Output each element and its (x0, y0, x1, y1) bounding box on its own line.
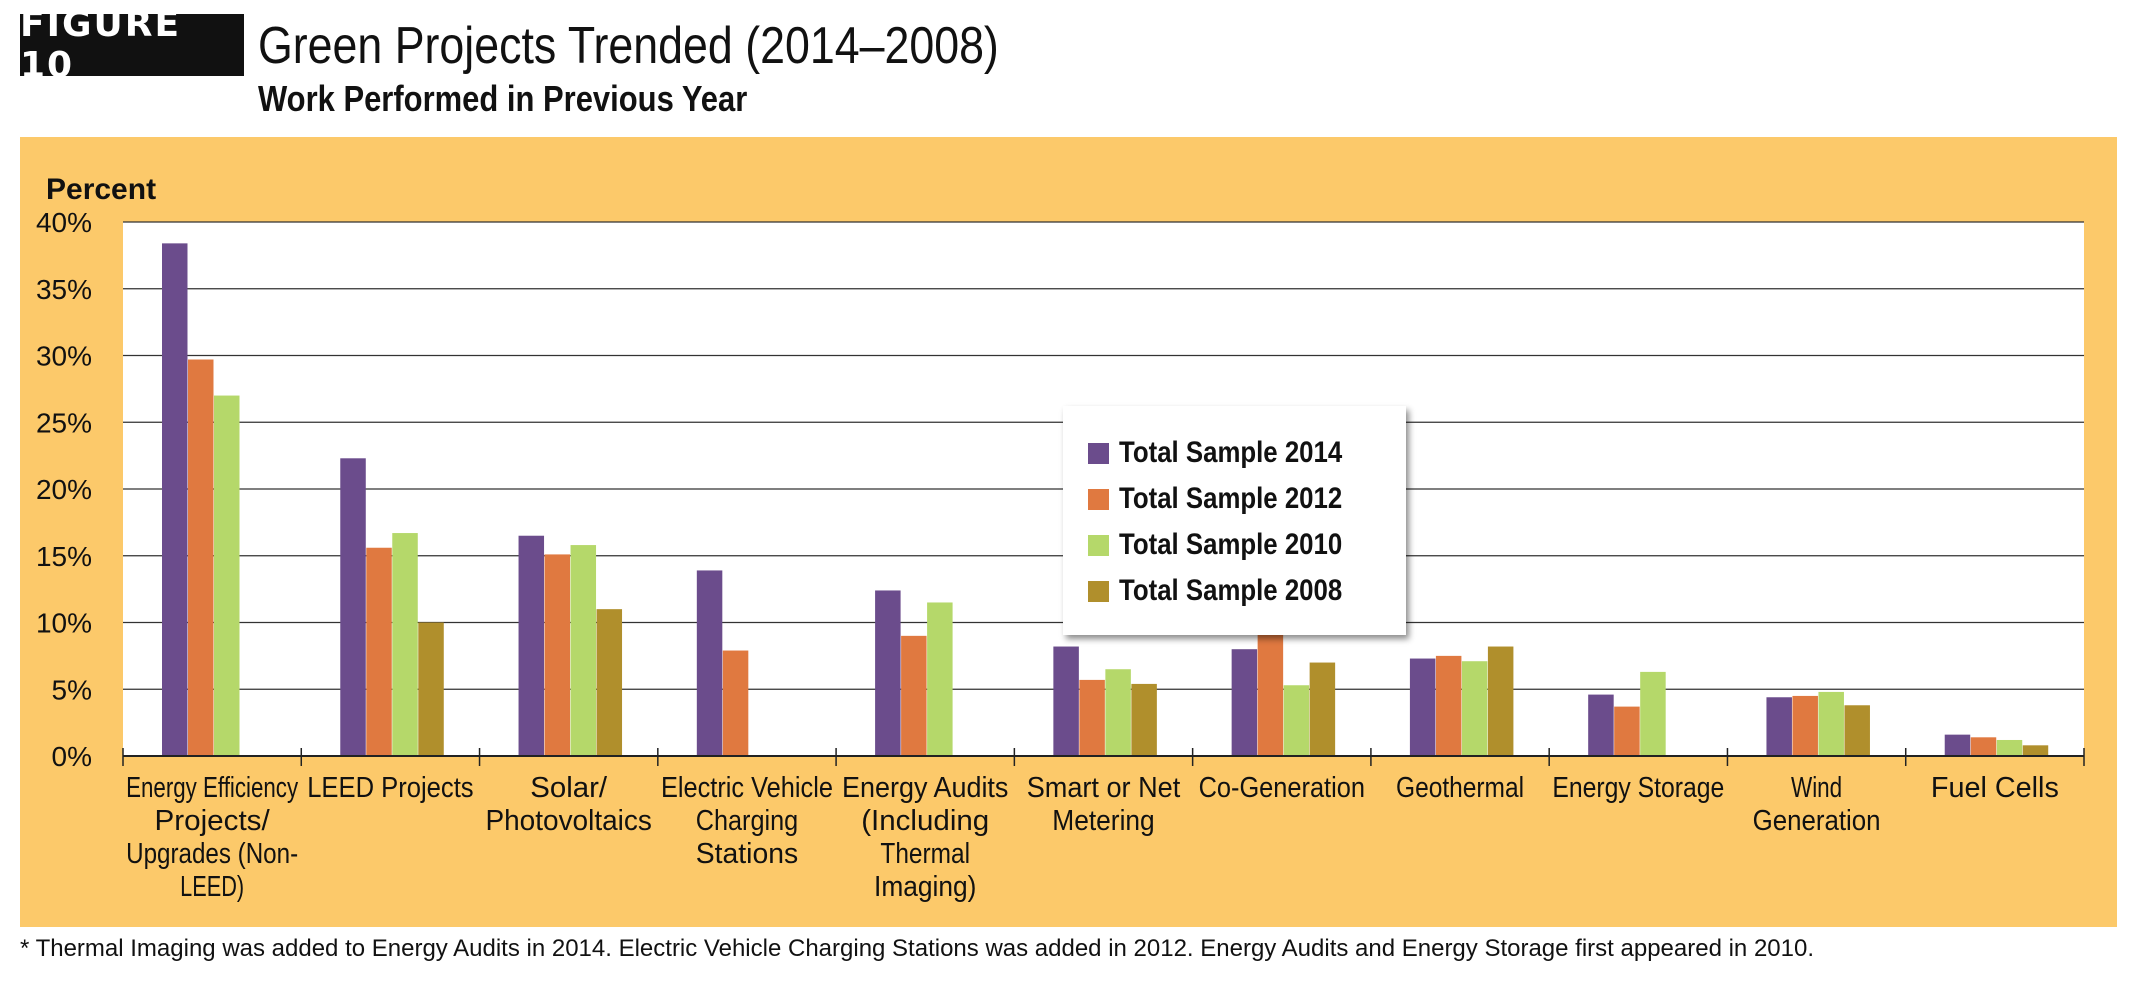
bar-total-sample-2012-8 (1614, 706, 1640, 756)
bar-total-sample-2010-7 (1461, 661, 1488, 756)
legend-item-2008: Total Sample 2008 (1088, 571, 1379, 611)
x-tick-label: Upgrades (Non- (126, 838, 298, 870)
x-tick-label: Energy Audits (842, 772, 1008, 804)
bar-total-sample-2014-5 (1053, 646, 1079, 756)
bar-total-sample-2010-6 (1283, 685, 1310, 756)
bar-total-sample-2008-10 (2022, 745, 2049, 756)
legend-swatch-2012 (1088, 488, 1109, 510)
x-tick-label: Metering (1052, 805, 1154, 837)
y-tick-label: 15% (36, 541, 92, 572)
bar-total-sample-2012-10 (1970, 737, 1997, 756)
x-tick-label: Geothermal (1396, 772, 1524, 804)
x-tick-label: LEED) (180, 871, 244, 903)
legend-swatch-2010 (1088, 534, 1109, 556)
bar-total-sample-2014-4 (875, 590, 901, 756)
y-tick-label: 5% (52, 674, 92, 705)
bar-total-sample-2008-6 (1309, 662, 1336, 756)
bar-total-sample-2010-5 (1105, 669, 1131, 756)
bar-total-sample-2014-6 (1231, 649, 1258, 756)
bar-total-sample-2010-8 (1640, 671, 1666, 756)
bar-total-sample-2014-8 (1588, 694, 1614, 756)
legend-item-2010: Total Sample 2010 (1088, 525, 1379, 565)
legend-swatch-2008 (1088, 580, 1109, 602)
legend-label-2008: Total Sample 2008 (1119, 574, 1343, 607)
bar-total-sample-2014-7 (1409, 658, 1436, 756)
bar-total-sample-2014-1 (340, 458, 366, 756)
y-tick-label: 40% (36, 207, 92, 238)
x-tick-label: Imaging) (874, 871, 976, 903)
x-tick-label: Charging (696, 805, 798, 837)
bar-total-sample-2010-2 (570, 545, 597, 756)
bar-total-sample-2014-3 (696, 570, 723, 756)
bar-total-sample-2012-5 (1079, 679, 1105, 756)
x-tick-label: Smart or Net (1027, 772, 1181, 804)
x-tick-label: Stations (696, 838, 798, 870)
x-tick-label: Photovoltaics (485, 805, 651, 837)
bar-total-sample-2012-7 (1435, 655, 1462, 756)
footnote: * Thermal Imaging was added to Energy Au… (20, 935, 1814, 962)
bar-total-sample-2014-2 (518, 535, 545, 756)
bar-total-sample-2014-9 (1766, 697, 1792, 756)
bar-total-sample-2008-7 (1487, 646, 1514, 756)
bar-total-sample-2008-1 (418, 622, 444, 756)
x-tick-label: Co-Generation (1199, 772, 1365, 804)
legend-label-2010: Total Sample 2010 (1119, 528, 1343, 561)
legend-label-2012: Total Sample 2012 (1119, 482, 1343, 515)
bar-total-sample-2012-4 (901, 635, 927, 756)
y-tick-label: 25% (36, 407, 92, 438)
x-tick-label: Electric Vehicle (661, 772, 833, 804)
bar-total-sample-2012-6 (1257, 631, 1284, 756)
bar-total-sample-2010-1 (392, 533, 418, 756)
bar-total-sample-2010-9 (1818, 691, 1844, 756)
x-tick-label: Wind (1791, 772, 1842, 804)
y-tick-label: 35% (36, 274, 92, 305)
bar-total-sample-2012-3 (722, 650, 749, 756)
bar-total-sample-2008-2 (596, 609, 623, 756)
chart-legend: Total Sample 2014 Total Sample 2012 Tota… (1063, 406, 1406, 635)
bar-total-sample-2008-9 (1844, 705, 1870, 756)
bar-total-sample-2008-5 (1131, 683, 1157, 756)
bar-total-sample-2012-9 (1792, 695, 1818, 756)
bar-total-sample-2010-10 (1996, 739, 2023, 756)
x-tick-label: Solar/ (530, 772, 608, 804)
y-tick-label: 10% (36, 608, 92, 639)
bar-total-sample-2010-0 (214, 395, 240, 756)
x-tick-label: Energy Efficiency (126, 772, 298, 804)
legend-item-2012: Total Sample 2012 (1088, 479, 1379, 519)
figure-subtitle: Work Performed in Previous Year (258, 78, 748, 119)
bar-total-sample-2012-2 (544, 554, 571, 756)
x-tick-label: (Including (861, 805, 989, 837)
bar-total-sample-2012-0 (188, 359, 214, 756)
x-tick-label: Fuel Cells (1931, 772, 2059, 804)
bar-total-sample-2010-4 (927, 602, 953, 756)
x-tick-label: Projects/ (155, 805, 271, 837)
x-tick-label: Thermal (880, 838, 970, 870)
bar-total-sample-2014-0 (162, 243, 188, 757)
bar-total-sample-2014-10 (1944, 734, 1971, 756)
figure-badge: FIGURE 10 (20, 4, 244, 86)
x-tick-label: LEED Projects (307, 772, 473, 804)
y-tick-label: 20% (36, 474, 92, 505)
x-tick-label: Energy Storage (1552, 772, 1724, 804)
figure-title: Green Projects Trended (2014–2008) (258, 17, 999, 75)
legend-label-2014: Total Sample 2014 (1119, 436, 1343, 469)
bar-chart: 0% 5% 10% 15% 20% 25% 30% 35% 40%Percent Energy E… (36, 173, 2085, 903)
y-tick-label: 30% (36, 341, 92, 372)
bar-total-sample-2012-1 (366, 547, 392, 756)
x-tick-label: Generation (1753, 805, 1881, 837)
y-tick-label: 0% (52, 741, 92, 772)
y-axis-title: Percent (46, 173, 156, 206)
legend-swatch-2014 (1088, 442, 1109, 464)
chart-panel: 0% 5% 10% 15% 20% 25% 30% 35% 40% Percent Energy E… (20, 137, 2117, 927)
legend-item-2014: Total Sample 2014 (1088, 433, 1379, 473)
